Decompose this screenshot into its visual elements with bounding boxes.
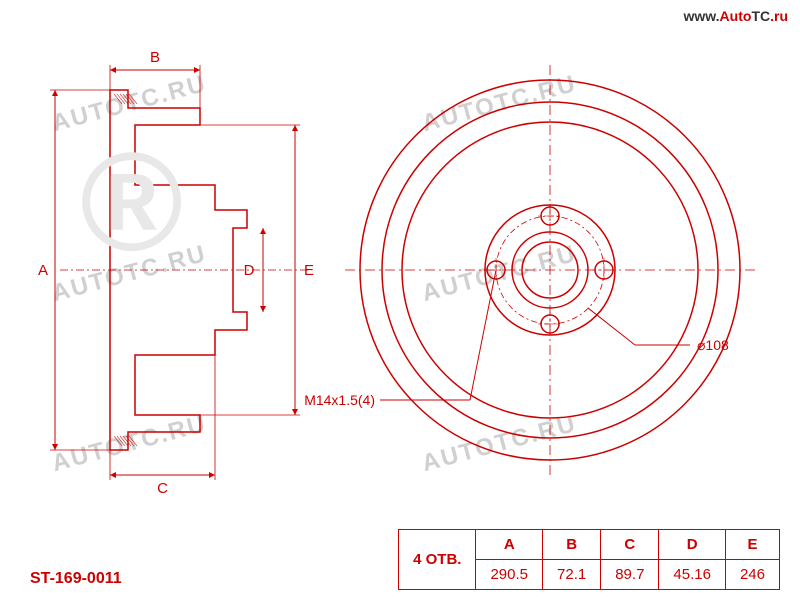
logo-prefix: www.: [684, 8, 720, 24]
table-header-e: E: [725, 530, 779, 560]
table-header-c: C: [601, 530, 659, 560]
table-value-a: 290.5: [476, 560, 543, 590]
logo-brand-start: Auto: [720, 8, 752, 24]
table-header-d: D: [659, 530, 726, 560]
svg-text:®: ®: [80, 123, 183, 280]
table-header-a: A: [476, 530, 543, 560]
svg-text:C: C: [157, 480, 168, 497]
table-value-e: 246: [725, 560, 779, 590]
dimension-table: 4 ОТВ. A B C D E 290.5 72.1 89.7 45.16 2…: [398, 529, 780, 590]
table-label-holes: 4 ОТВ.: [399, 530, 476, 590]
site-logo: www.AutoTC.ru: [684, 8, 789, 26]
logo-brand-mid: TC: [751, 8, 770, 24]
table-header-b: B: [543, 530, 601, 560]
svg-text:⌀108: ⌀108: [697, 337, 729, 353]
svg-text:M14x1.5(4): M14x1.5(4): [304, 392, 375, 408]
svg-text:D: D: [244, 262, 255, 279]
svg-text:A: A: [38, 262, 48, 279]
table-value-b: 72.1: [543, 560, 601, 590]
table-value-c: 89.7: [601, 560, 659, 590]
table-value-d: 45.16: [659, 560, 726, 590]
technical-drawing: A E D B C ⌀108 M14x1.5(4) ®: [20, 20, 780, 520]
svg-text:E: E: [304, 262, 314, 279]
svg-text:B: B: [150, 49, 160, 66]
part-number: ST-169-0011: [30, 570, 122, 588]
logo-suffix: .ru: [770, 8, 788, 24]
